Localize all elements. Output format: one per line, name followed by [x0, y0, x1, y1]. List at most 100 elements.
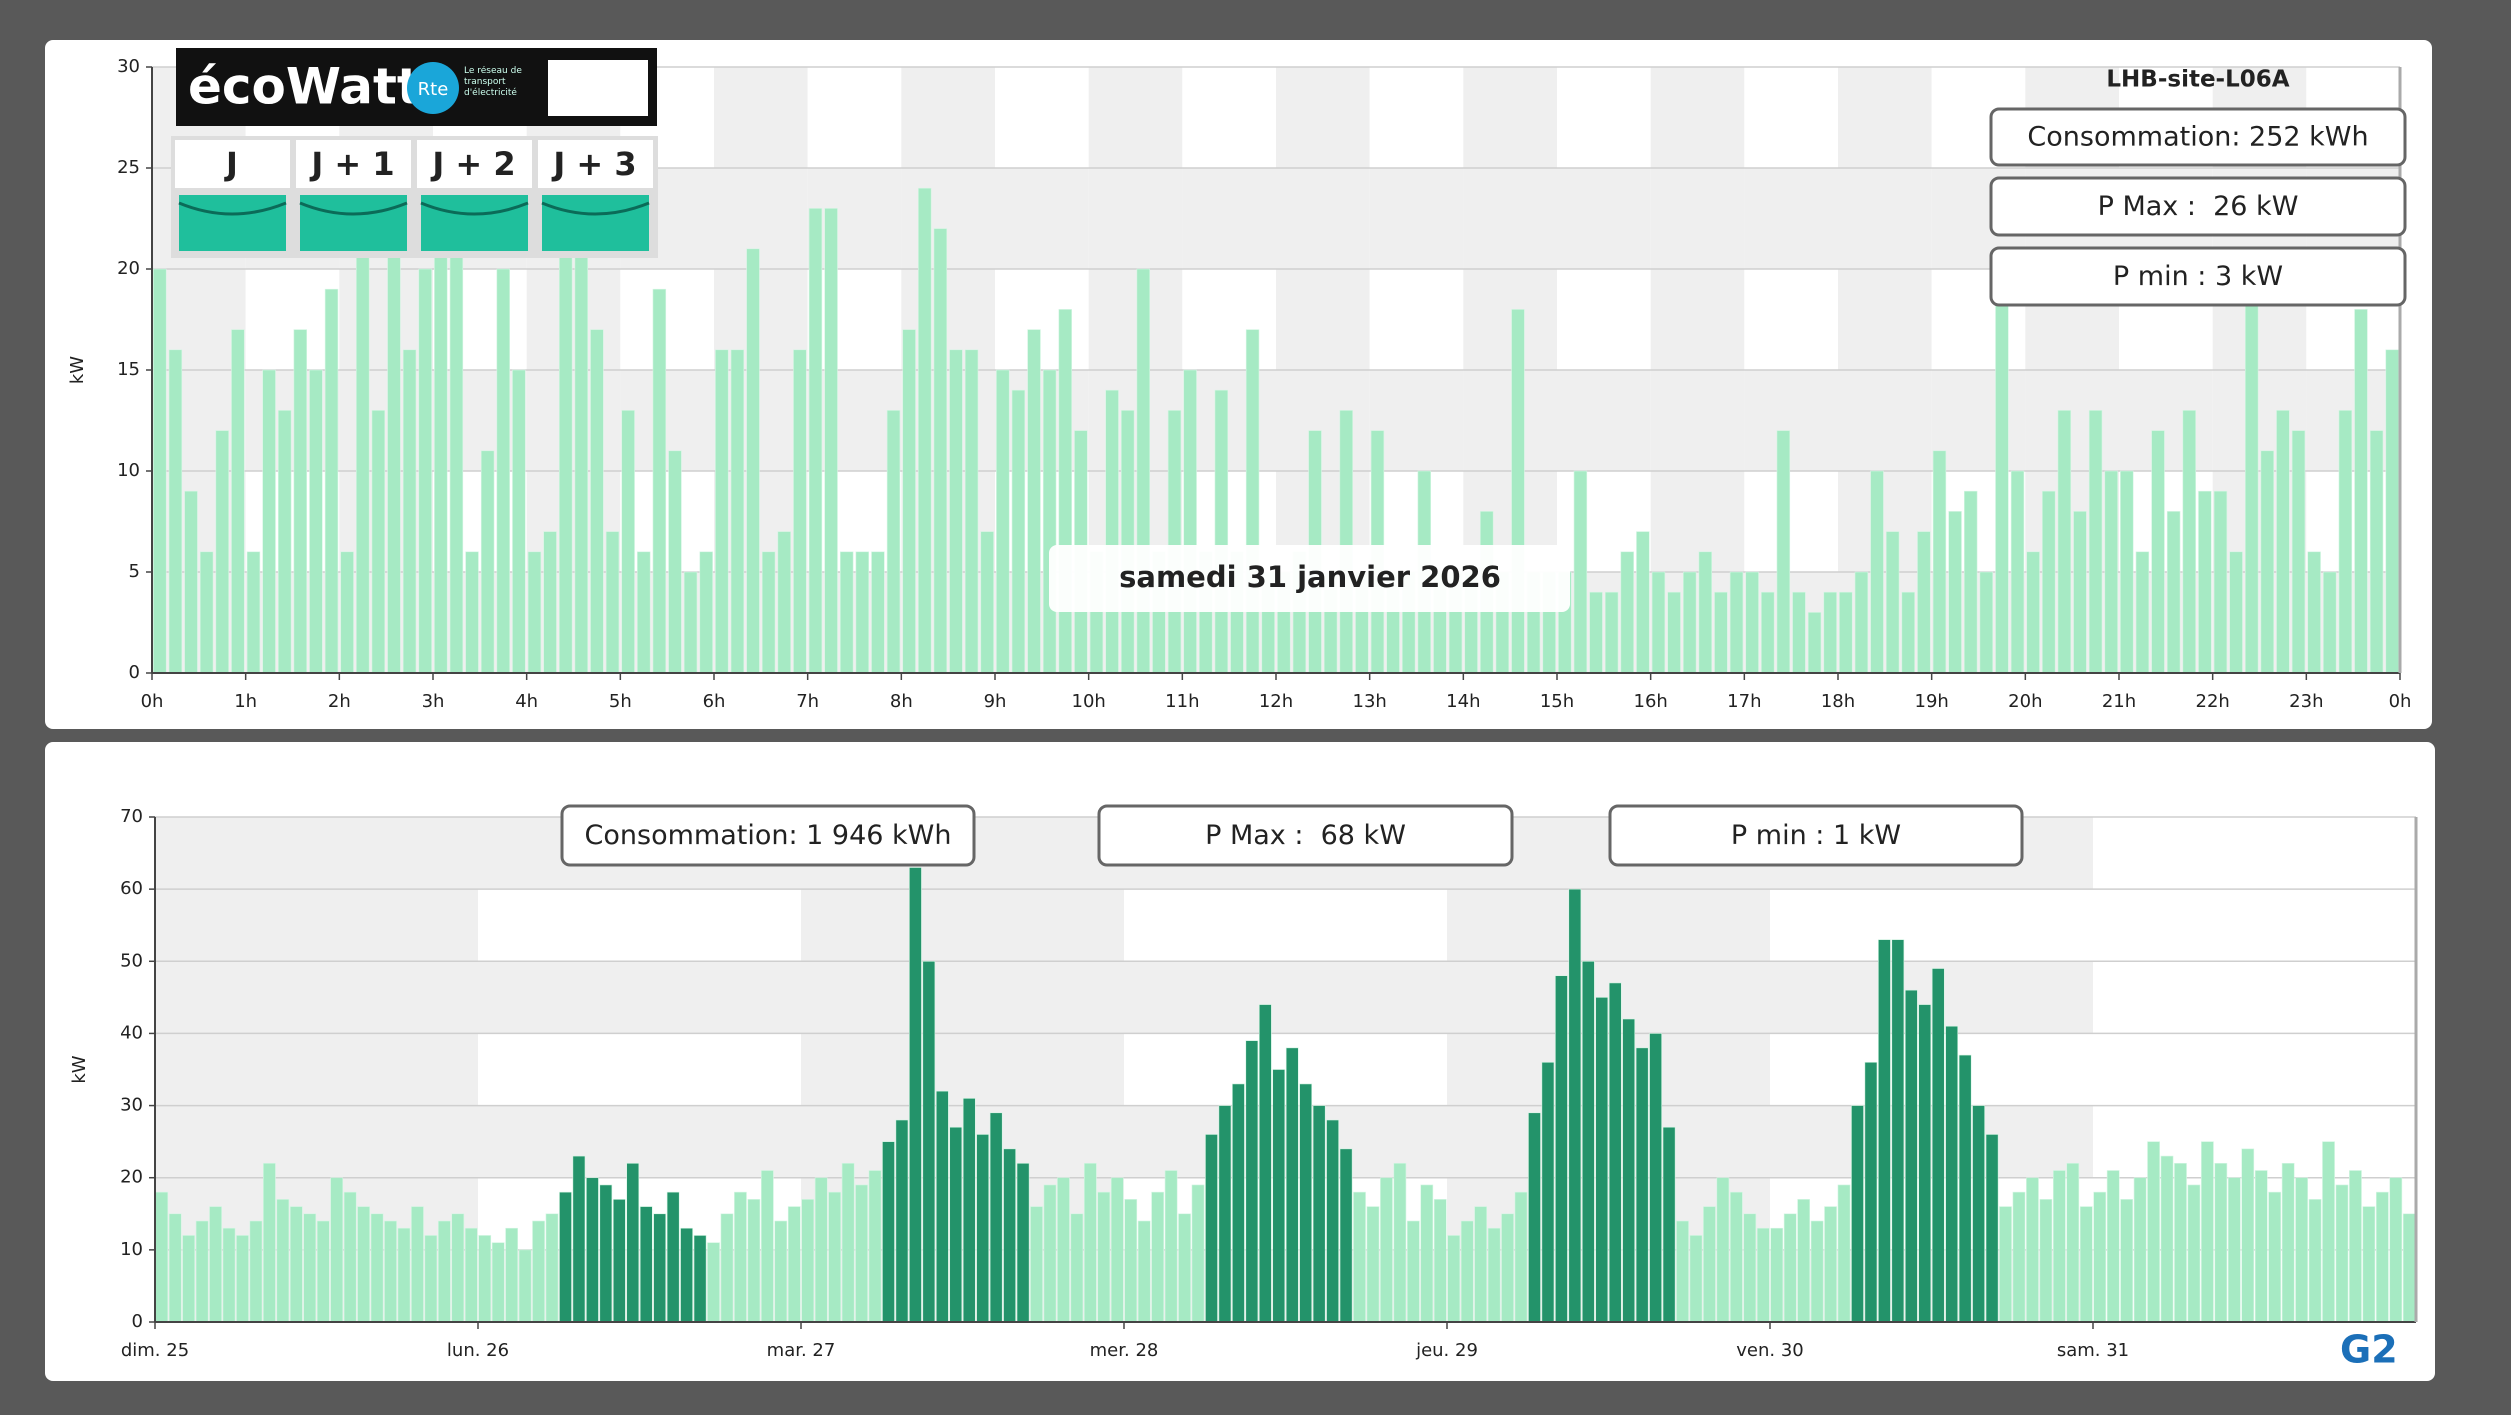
- bar: [2040, 1199, 2052, 1322]
- bar: [290, 1207, 302, 1322]
- plot-cell: [1124, 889, 1447, 961]
- bar: [1012, 390, 1025, 673]
- bar: [2013, 1192, 2025, 1322]
- bar: [1394, 1163, 1406, 1322]
- bar: [325, 289, 338, 673]
- rte-label: Rte: [418, 79, 449, 100]
- day-label: J + 3: [551, 145, 636, 183]
- bar: [497, 269, 510, 673]
- bar: [1313, 1106, 1325, 1322]
- x-tick-label: dim. 25: [121, 1340, 189, 1361]
- bar: [1744, 1214, 1756, 1322]
- plot-cell: [1651, 67, 1745, 168]
- bar: [196, 1221, 208, 1322]
- bar: [1340, 1149, 1352, 1322]
- bar: [2282, 1163, 2294, 1322]
- bar: [1542, 1062, 1554, 1322]
- bar: [185, 491, 198, 673]
- plot-cell: [478, 1033, 801, 1105]
- plot-cell: [1770, 961, 2093, 1033]
- bar: [2121, 1199, 2133, 1322]
- plot-cell: [1463, 269, 1557, 370]
- bar: [2183, 410, 2196, 673]
- plot-cell: [1557, 168, 1651, 269]
- bar: [1973, 1106, 1985, 1322]
- bar: [1353, 1192, 1365, 1322]
- plot-cell: [808, 67, 902, 168]
- bar: [438, 1221, 450, 1322]
- plot-cell: [527, 269, 621, 370]
- bar: [1746, 572, 1759, 673]
- bar: [2198, 491, 2211, 673]
- bar: [887, 410, 900, 673]
- plot-cell: [155, 889, 478, 961]
- bar: [216, 431, 229, 673]
- bar: [1098, 1192, 1110, 1322]
- bar: [2167, 511, 2180, 673]
- x-tick-label: 12h: [1259, 691, 1293, 712]
- bar: [715, 350, 728, 673]
- bar: [700, 552, 713, 673]
- y-tick-label: 20: [120, 1167, 143, 1188]
- y-tick-label: 5: [129, 561, 140, 582]
- plot-cell: [1463, 370, 1557, 471]
- x-tick-label: 6h: [703, 691, 726, 712]
- bar: [1407, 1221, 1419, 1322]
- x-tick-label: ven. 30: [1736, 1340, 1803, 1361]
- y-tick-label: 30: [117, 56, 140, 77]
- bar: [1219, 1106, 1231, 1322]
- plot-cell: [1276, 168, 1370, 269]
- bar: [936, 1091, 948, 1322]
- bar: [2323, 572, 2336, 673]
- y-tick-label: 10: [117, 460, 140, 481]
- bar: [2214, 491, 2227, 673]
- plot-cell: [1744, 471, 1838, 572]
- bar: [775, 1221, 787, 1322]
- bar: [1574, 471, 1587, 673]
- bar: [1636, 532, 1649, 673]
- bar: [1986, 1134, 1998, 1322]
- bar: [2386, 350, 2399, 673]
- stat-label: P Max : 26 kW: [2098, 191, 2299, 222]
- bar: [1932, 969, 1944, 1323]
- bar: [2080, 1207, 2092, 1322]
- bar: [869, 1171, 881, 1323]
- bar: [1246, 1041, 1258, 1322]
- plot-cell: [1089, 67, 1183, 168]
- plot-cell: [901, 168, 995, 269]
- plot-cell: [1838, 370, 1932, 471]
- y-tick-label: 25: [117, 157, 140, 178]
- bar: [2296, 1178, 2308, 1322]
- bar: [277, 1199, 289, 1322]
- g2-logo: G2: [2336, 1327, 2426, 1373]
- plot-cell: [1447, 1033, 1770, 1105]
- plot-cell: [1744, 370, 1838, 471]
- bar: [2136, 552, 2149, 673]
- x-tick-label: 13h: [1353, 691, 1387, 712]
- bar: [2174, 1163, 2186, 1322]
- day-signal: [542, 195, 649, 251]
- bar: [1798, 1199, 1810, 1322]
- plot-cell: [1182, 67, 1276, 168]
- bar: [1111, 1178, 1123, 1322]
- bar: [2120, 471, 2133, 673]
- plot-cell: [1089, 269, 1183, 370]
- bar: [2026, 1178, 2038, 1322]
- plot-cell: [1370, 168, 1464, 269]
- bar: [2309, 1199, 2321, 1322]
- plot-cell: [1770, 889, 2093, 961]
- plot-cell: [1447, 1106, 1770, 1178]
- bar: [263, 1163, 275, 1322]
- bar: [169, 350, 182, 673]
- bar: [1605, 592, 1618, 673]
- bar: [2058, 410, 2071, 673]
- bar: [909, 868, 921, 1323]
- bar: [1165, 1171, 1177, 1323]
- plot-cell: [1557, 370, 1651, 471]
- bar: [1367, 1207, 1379, 1322]
- bar: [748, 1199, 760, 1322]
- bar: [419, 269, 432, 673]
- bar: [1902, 592, 1915, 673]
- bar: [1582, 961, 1594, 1322]
- bar: [1590, 592, 1603, 673]
